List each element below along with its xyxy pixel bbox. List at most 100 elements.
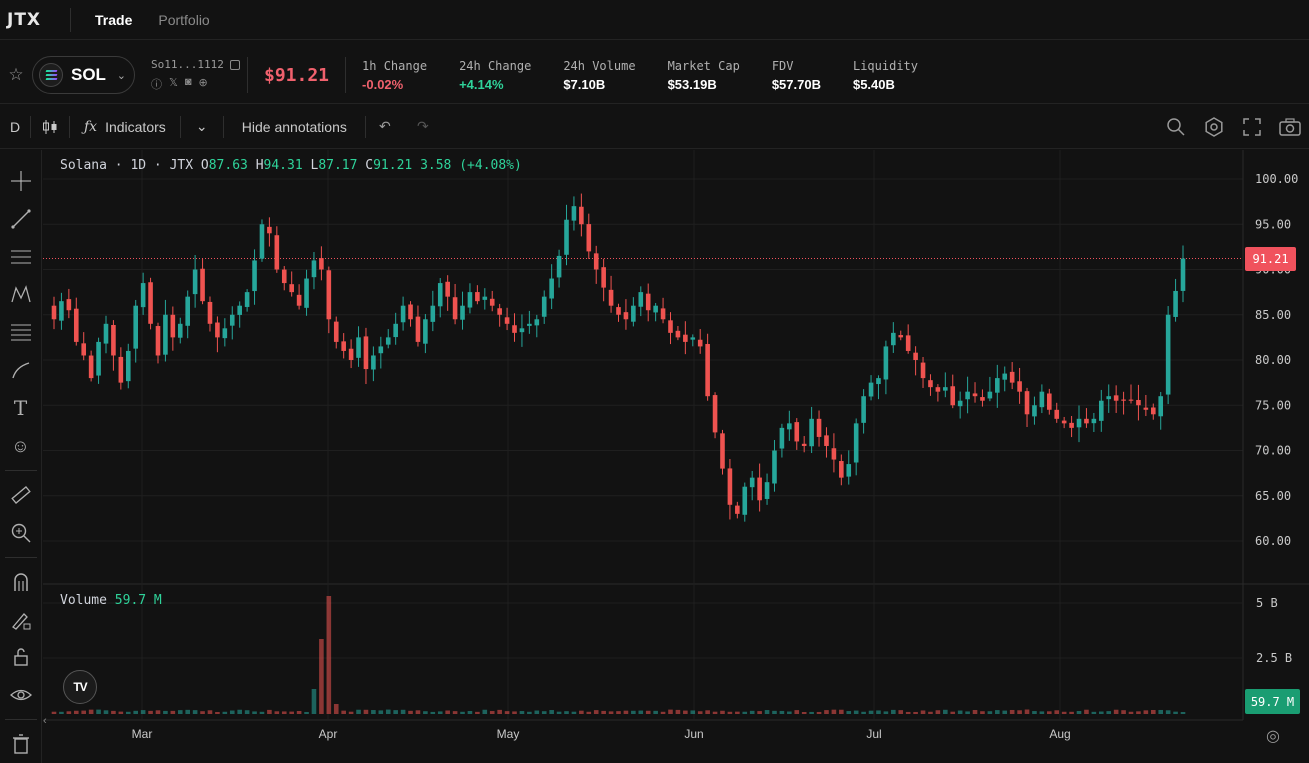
magnet-icon[interactable] [0,563,42,601]
volume-bar [423,711,428,714]
top-nav: JTX Trade Portfolio [0,0,1309,40]
candle-body [541,296,547,317]
volume-bar [742,711,748,714]
candle-body [1173,290,1178,317]
volume-bar [913,711,918,714]
ruler-icon[interactable] [0,476,42,514]
fib-levels-icon[interactable] [0,314,42,352]
redo-icon[interactable]: ↷ [416,118,429,134]
chart-settings-icon[interactable]: ◎ [1266,728,1280,745]
time-tick-label: May [497,727,520,741]
stat-liquidity: Liquidity $5.40B [853,59,918,92]
candle-body [816,418,822,437]
candle-body [408,304,413,320]
chevron-down-icon[interactable]: ⌄ [195,118,208,134]
candle-body [378,346,384,354]
tab-trade[interactable]: Trade [95,11,133,28]
solana-logo-icon [39,63,63,87]
candle-body [222,328,228,339]
function-icon: ƒx [84,118,98,135]
brush-icon[interactable] [0,351,42,389]
candle-body [920,362,926,379]
volume-bar [281,711,287,714]
candle-body [148,282,153,324]
emoji-icon[interactable]: ☺ [11,435,30,456]
volume-bar [764,710,770,714]
candle-body [891,332,896,346]
eye-icon[interactable] [0,676,42,714]
pattern-icon[interactable] [0,276,42,314]
lock-drawing-icon[interactable] [0,601,42,639]
x-twitter-icon[interactable]: 𝕏 [169,77,178,89]
price-chart[interactable]: 100.0095.0090.0085.0080.0075.0070.0065.0… [43,150,1309,763]
candle-body [66,299,72,311]
volume-bar [356,709,361,714]
stat-fdv: FDV $57.70B [772,59,821,92]
candle-body [1017,381,1022,392]
candle-body [200,268,205,302]
indicators-button[interactable]: ƒx Indicators [70,105,180,148]
volume-bar [690,710,696,714]
volume-bar [549,710,554,714]
favorite-star-icon[interactable]: ☆ [8,65,24,84]
settings-gear-icon[interactable] [1203,116,1225,138]
divider [364,115,366,138]
volume-bar [683,710,688,714]
crosshair-icon[interactable] [0,162,42,200]
stat-label: Market Cap [667,58,740,73]
volume-bar [720,710,725,714]
quick-search-icon[interactable] [1165,116,1187,138]
text-tool-icon[interactable]: T [13,396,28,421]
candle-body [311,260,317,278]
trash-icon[interactable] [0,725,42,763]
candle-body [400,305,406,323]
volume-bar [586,711,592,714]
candle-body [356,337,361,358]
unlock-icon[interactable] [0,639,42,677]
hide-annotations-button[interactable]: Hide annotations [241,118,347,135]
interval-button[interactable]: D [9,118,21,135]
chevron-left-icon[interactable]: ‹ [43,715,47,727]
copy-icon[interactable] [229,59,240,70]
time-tick-label: Apr [319,727,338,741]
volume-legend: Volume 59.7 M [60,593,162,608]
legend-change: 3.58 (+4.08%) [420,158,522,173]
camera-icon[interactable] [1279,116,1301,138]
candle-body [1136,399,1141,406]
volume-bar [935,710,941,714]
info-icon[interactable]: ⓘ [151,79,162,91]
fullscreen-icon[interactable] [1241,116,1263,138]
candle-body [1098,400,1104,421]
last-volume-tag: 59.7 M [1245,689,1300,714]
legend-open: 87.63 [208,158,248,173]
undo-icon[interactable]: ↶ [378,118,391,134]
token-selector[interactable]: SOL ⌄ [32,56,135,94]
price-tick-label: 75.00 [1255,398,1291,412]
volume-bar [385,709,391,714]
candle-body [987,391,993,399]
candle-body [252,260,257,292]
legend-low: 87.17 [318,158,358,173]
divider [247,57,248,93]
divider [345,57,347,93]
trend-line-icon[interactable] [0,200,42,238]
horizontal-lines-icon[interactable] [0,238,42,276]
discord-icon[interactable]: ◙ [184,76,192,88]
stat-label: FDV [771,58,794,73]
time-tick-label: Jul [866,727,881,741]
price-tick-label: 70.00 [1255,444,1291,458]
candle-body [489,298,495,306]
candle-body [660,308,666,320]
volume-bar [534,710,540,714]
candle-body [801,443,807,446]
app-logo[interactable]: JTX [7,9,42,30]
candle-body [118,356,124,383]
tradingview-logo-icon[interactable]: TV [63,670,97,704]
candle-type-icon[interactable] [31,105,69,148]
candle-body [96,341,101,376]
candle-body [831,448,837,460]
volume-bar [697,711,703,714]
zoom-in-icon[interactable] [0,514,42,552]
tab-portfolio[interactable]: Portfolio [158,11,210,28]
website-globe-icon[interactable]: ⊕ [198,77,208,89]
